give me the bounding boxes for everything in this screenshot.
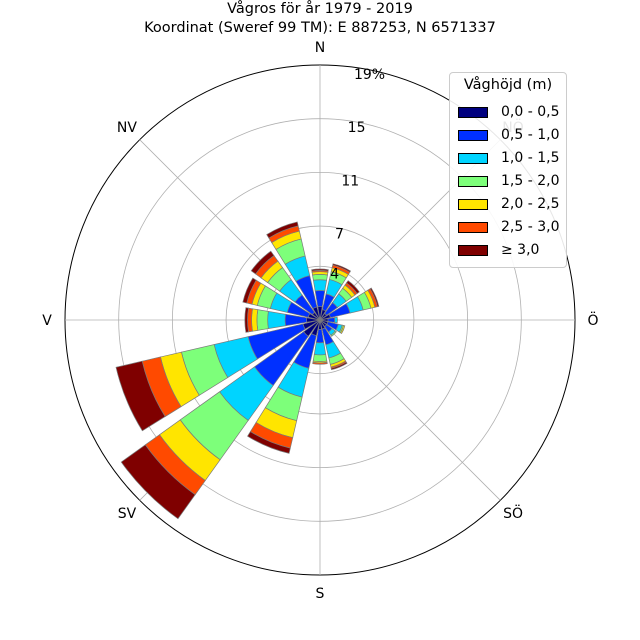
radial-tick-label: 15 [348, 120, 366, 136]
rose-bar-segment [115, 360, 166, 432]
rose-bar-segment [334, 316, 338, 324]
rose-bar-segment [346, 280, 360, 294]
rose-bar-segment [330, 361, 348, 371]
legend-label: ≥ 3,0 [501, 242, 540, 258]
legend-swatch [458, 153, 488, 164]
rose-bar-segment [312, 354, 328, 362]
compass-label: NV [117, 120, 137, 136]
compass-label: V [42, 313, 52, 329]
rose-bar-segment [256, 309, 269, 331]
radial-tick-label: 19% [354, 67, 385, 83]
rose-bar-segment [312, 361, 328, 365]
legend-swatch [458, 176, 488, 187]
radial-tick-label: 4 [330, 267, 339, 283]
grid-spoke [319, 319, 501, 501]
rose-bar-segment [327, 317, 336, 323]
legend-label: 0,5 - 1,0 [501, 127, 560, 143]
rose-bar-segment [369, 287, 380, 308]
rose-bar-segment [120, 444, 196, 520]
rose-bar-segment [250, 250, 275, 275]
legend-label: 2,0 - 2,5 [501, 196, 560, 212]
rose-bars [115, 221, 380, 520]
radial-tick-labels: 4 7 11 15 19% [330, 67, 385, 283]
legend-swatch [458, 130, 488, 141]
compass-label: SV [118, 506, 137, 522]
rose-bar-segment [332, 263, 352, 273]
legend-label: 0,0 - 0,5 [501, 104, 560, 120]
legend-label: 1,5 - 2,0 [501, 173, 560, 189]
compass-label: N [315, 40, 325, 56]
compass-label: S [316, 586, 325, 602]
legend-swatch [458, 245, 488, 256]
rose-bar-segment [244, 307, 249, 333]
rose-bar-segment [340, 325, 346, 334]
chart-title: Vågros för år 1979 - 2019 [227, 1, 413, 17]
radial-tick-label: 11 [341, 173, 359, 189]
rose-bar-segment [312, 279, 328, 292]
rose-bar-segment [313, 342, 327, 356]
rose-bar-segment [267, 311, 286, 329]
rose-bar-segment [312, 274, 328, 281]
legend-label: 2,5 - 3,0 [501, 219, 560, 235]
legend: Våghöjd (m) 0,0 - 0,5 0,5 - 1,0 1,0 - 1,… [449, 72, 567, 268]
rose-bar-segment [242, 277, 257, 304]
legend-label: 1,0 - 1,5 [501, 150, 560, 166]
rose-bar-segment [247, 431, 291, 454]
legend-swatch [458, 222, 488, 233]
rose-bar-segment [311, 268, 329, 272]
legend-swatch [458, 107, 488, 118]
rose-bar-segment [330, 330, 337, 337]
chart-subtitle: Koordinat (Sweref 99 TM): E 887253, N 65… [144, 20, 496, 36]
rose-bar-segment [266, 221, 299, 239]
radial-tick-label: 7 [335, 227, 344, 243]
legend-swatch [458, 199, 488, 210]
rose-bar-segment [251, 308, 259, 332]
compass-label: SÖ [503, 504, 523, 522]
compass-label: Ö [587, 311, 598, 329]
legend-title: Våghöjd (m) [463, 77, 553, 93]
